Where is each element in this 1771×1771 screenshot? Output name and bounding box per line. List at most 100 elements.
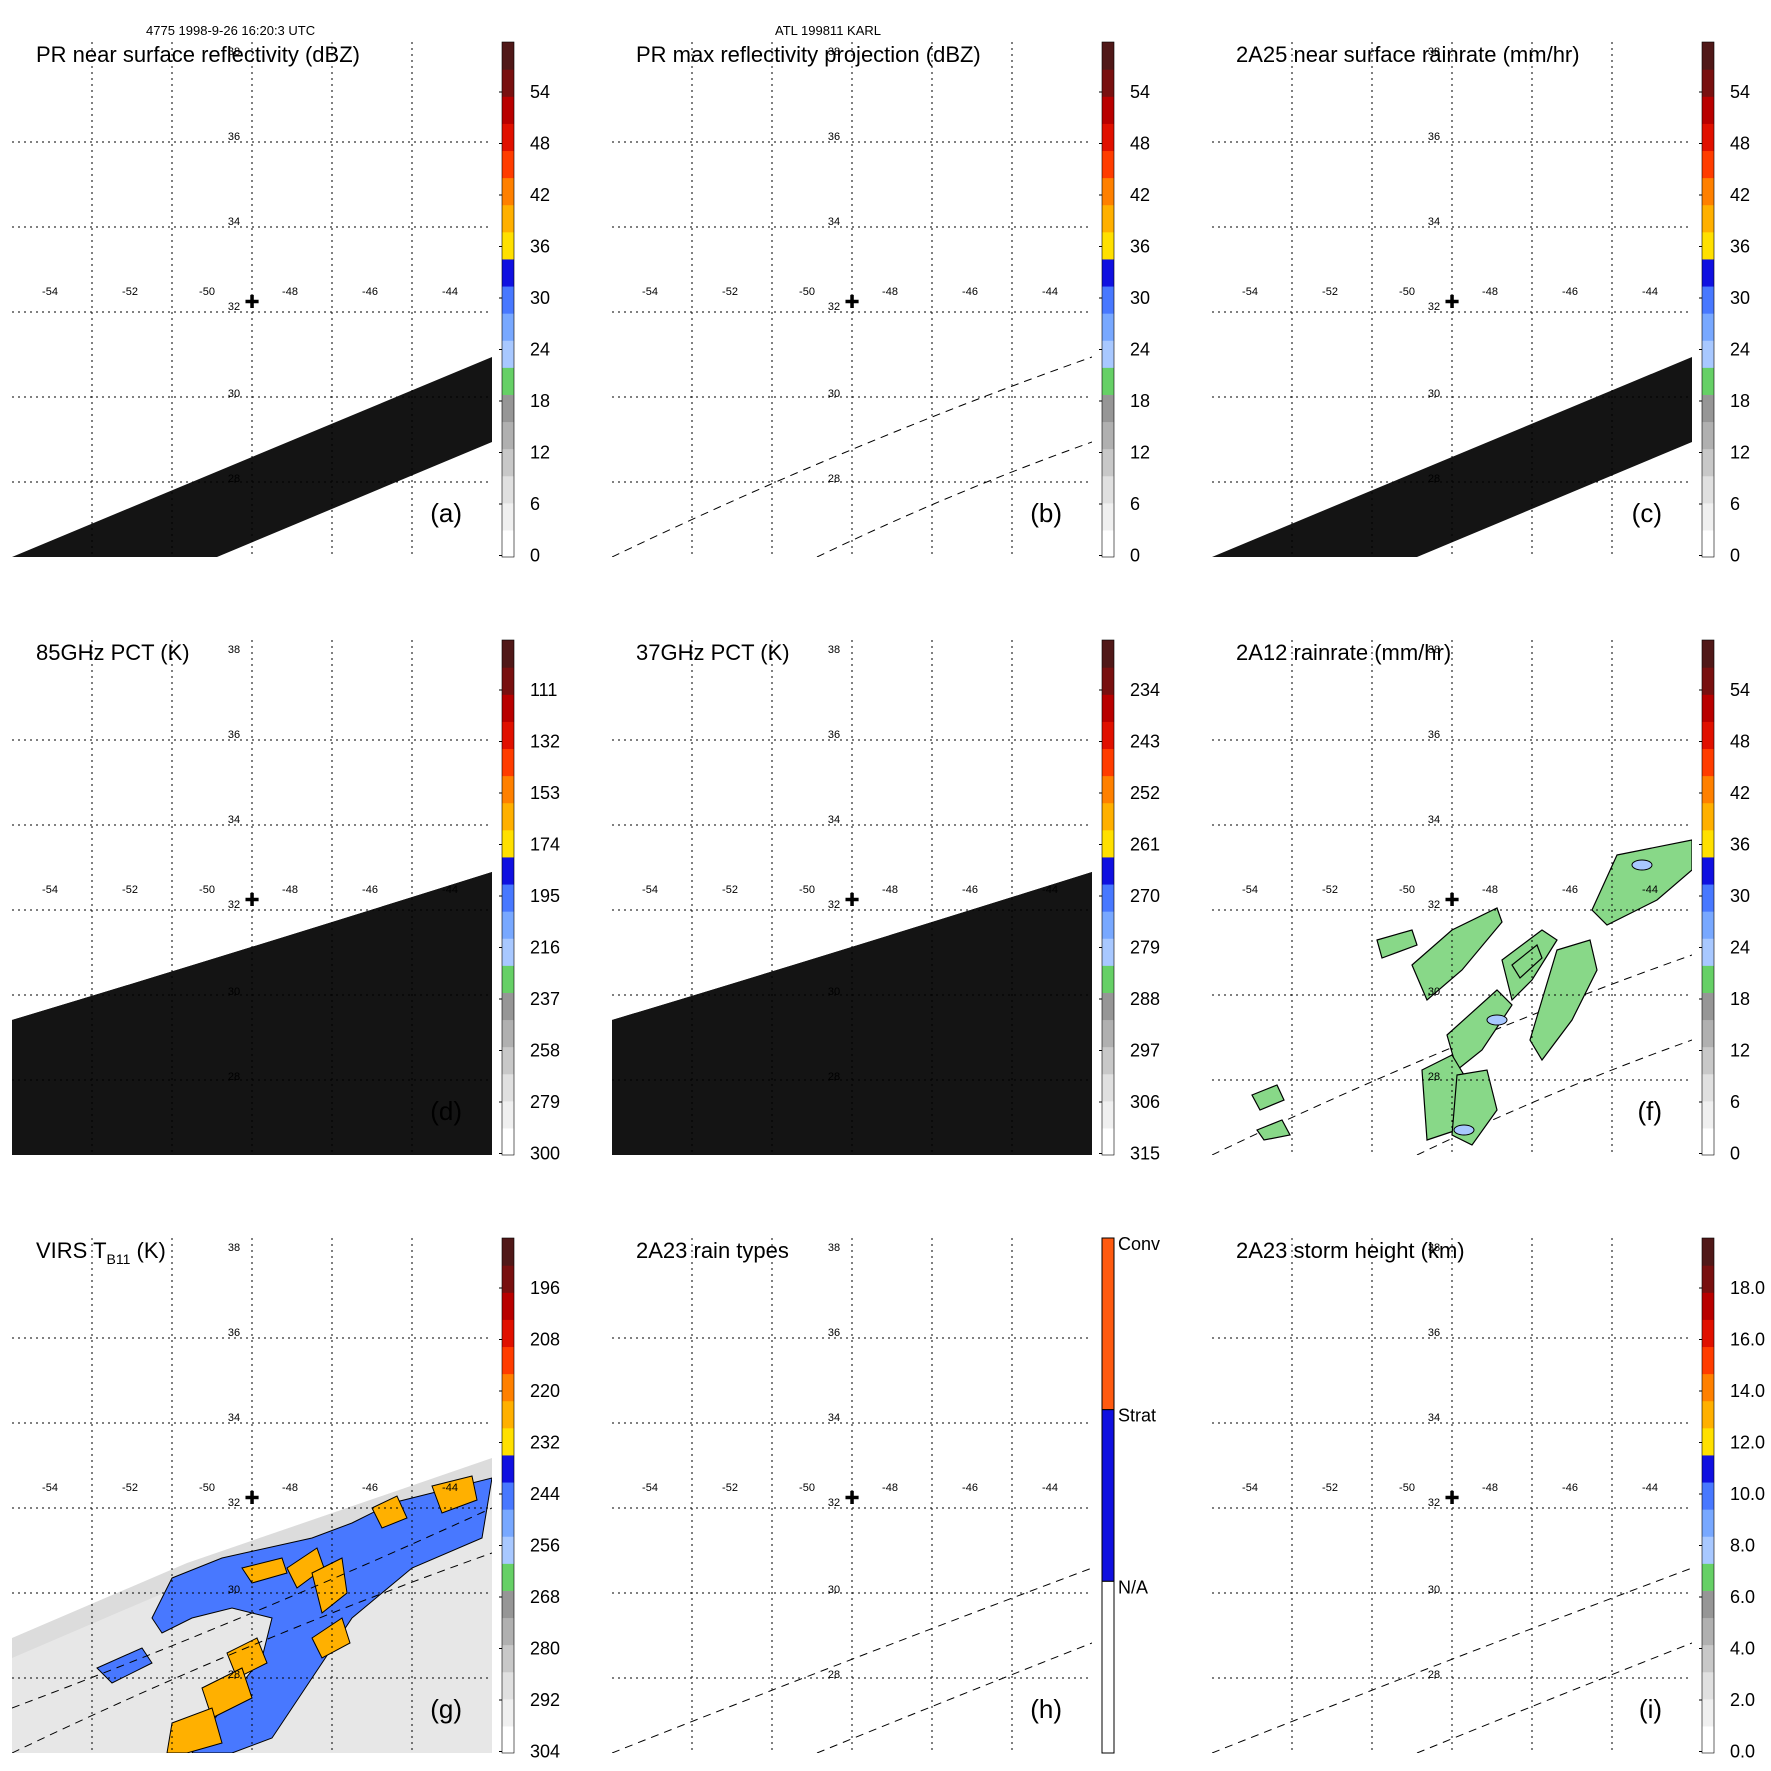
colorbar-segment [502, 992, 514, 1021]
colorbar-label: 153 [530, 783, 560, 803]
colorbar-label: 268 [530, 1587, 560, 1607]
swath-edge [816, 441, 1092, 557]
colorbar-label: 42 [530, 185, 550, 205]
colorbar-label: 315 [1130, 1144, 1160, 1164]
colorbar-label: 48 [1730, 134, 1750, 154]
lat-label: 36 [228, 131, 240, 143]
colorbar-segment [502, 1346, 514, 1375]
colorbar-segment [502, 313, 514, 341]
colorbar-segment [1702, 1319, 1714, 1348]
virs-warm-core [311, 1617, 351, 1659]
panel-content-b [612, 42, 1092, 557]
lat-label: 34 [228, 814, 240, 826]
colorbar-segment [502, 123, 514, 152]
colorbar-segment [1702, 1238, 1714, 1266]
colorbar-segment [502, 1127, 514, 1156]
colorbar-label: 300 [530, 1144, 560, 1164]
colorbar-label: 0 [530, 546, 540, 566]
rain-area [1251, 1084, 1285, 1111]
colorbar-label: Strat [1118, 1406, 1156, 1426]
colorbar-label: 243 [1130, 732, 1160, 752]
lat-label: 32 [228, 1497, 240, 1509]
panel-g: -54 -52 -50 -48 -46 -44 38 36 34 32 30 28 ✚ VIRS TB11… [12, 1237, 560, 1762]
storm-center-icon: ✚ [844, 890, 859, 911]
lon-label: -46 [962, 1482, 978, 1494]
lon-label: -52 [722, 1482, 738, 1494]
colorbar-segment [502, 475, 514, 504]
colorbar-segment [1702, 829, 1714, 858]
colorbar-segment [502, 911, 514, 939]
colorbar-segment [1102, 802, 1114, 831]
lon-label: -46 [362, 1482, 378, 1494]
lat-label: 32 [828, 1497, 840, 1509]
lat-label: 28 [1428, 473, 1440, 485]
lat-label: 30 [828, 986, 840, 998]
colorbar-segment [502, 231, 514, 260]
colorbar-segment [502, 802, 514, 831]
colorbar-segment [1102, 394, 1114, 423]
lon-label: -46 [362, 884, 378, 896]
colorbar-segment [1102, 667, 1114, 695]
colorbar-segment [502, 421, 514, 450]
panel-letter: (h) [1030, 1694, 1062, 1724]
colorbar-segment [502, 1725, 514, 1754]
colorbar-label: 36 [1130, 237, 1150, 257]
lat-label: 36 [1428, 131, 1440, 143]
panel-title: 2A23 rain types [636, 1238, 789, 1263]
colorbar-segment [1702, 965, 1714, 993]
colorbar-label: 54 [1730, 680, 1750, 700]
panel-letter: (g) [430, 1694, 462, 1724]
lat-label: 32 [1428, 1497, 1440, 1509]
rain-area [1591, 839, 1692, 926]
colorbar-segment [502, 340, 514, 368]
colorbar-segment [1702, 529, 1714, 558]
colorbar-segment [502, 1265, 514, 1293]
storm-center-icon: ✚ [844, 292, 859, 313]
colorbar-label: 6 [1130, 494, 1140, 514]
lat-label: 34 [228, 216, 240, 228]
colorbar-label: 297 [1130, 1041, 1160, 1061]
colorbar-label: 24 [1730, 340, 1750, 360]
panel-letter: (d) [430, 1096, 462, 1126]
virs-cold-cloud [96, 1647, 153, 1684]
lat-label: 28 [228, 1669, 240, 1681]
colorbar-label: 306 [1130, 1092, 1160, 1112]
colorbar-segment [1702, 938, 1714, 966]
lon-label: -46 [1562, 286, 1578, 298]
panel-content-d [12, 640, 492, 1155]
colorbar-segment [502, 1073, 514, 1102]
lat-label: 36 [828, 729, 840, 741]
colorbar: 54 48 42 36 30 24 18 12 6 0 [1099, 41, 1150, 566]
lat-label: 32 [828, 899, 840, 911]
lon-label: -48 [882, 286, 898, 298]
virs-warm-core [241, 1557, 288, 1584]
colorbar: 18.0 16.0 14.0 12.0 10.0 8.0 6.0 4.0 2.0 0.0 [1699, 1237, 1765, 1762]
colorbar-frame [501, 639, 515, 1156]
colorbar-segment [502, 1563, 514, 1591]
colorbar-frame [1701, 41, 1715, 558]
panel-title: PR max reflectivity projection (dBZ) [636, 42, 981, 67]
rain-area [1511, 944, 1543, 979]
colorbar-segment [1102, 69, 1114, 97]
colorbar-segment [1102, 177, 1114, 206]
colorbar-label: 258 [530, 1041, 560, 1061]
panel-title: 2A25 near surface rainrate (mm/hr) [1236, 42, 1580, 67]
colorbar-label: 232 [530, 1433, 560, 1453]
lon-label: -44 [1642, 884, 1658, 896]
lon-label: -50 [799, 1482, 815, 1494]
colorbar-label: 196 [530, 1278, 560, 1298]
colorbar-frame [1701, 639, 1715, 1156]
colorbar: 54 48 42 36 30 24 18 12 6 0 [1699, 41, 1750, 566]
colorbar-segment [502, 1292, 514, 1320]
colorbar-segment [1702, 340, 1714, 368]
lon-label: -44 [442, 1482, 458, 1494]
colorbar-segment [502, 502, 514, 531]
colorbar-segment [1702, 1454, 1714, 1483]
panel-c: -54 -52 -50 -48 -46 -44 38 36 34 32 30 28 ✚ 2A25 near… [1212, 41, 1750, 566]
colorbar-segment [1102, 285, 1114, 314]
colorbar-segment [1702, 69, 1714, 97]
colorbar-segment [1702, 42, 1714, 70]
colorbar-label: 174 [530, 835, 560, 855]
colorbar-segment [1702, 258, 1714, 287]
colorbar-label: 18 [530, 391, 550, 411]
